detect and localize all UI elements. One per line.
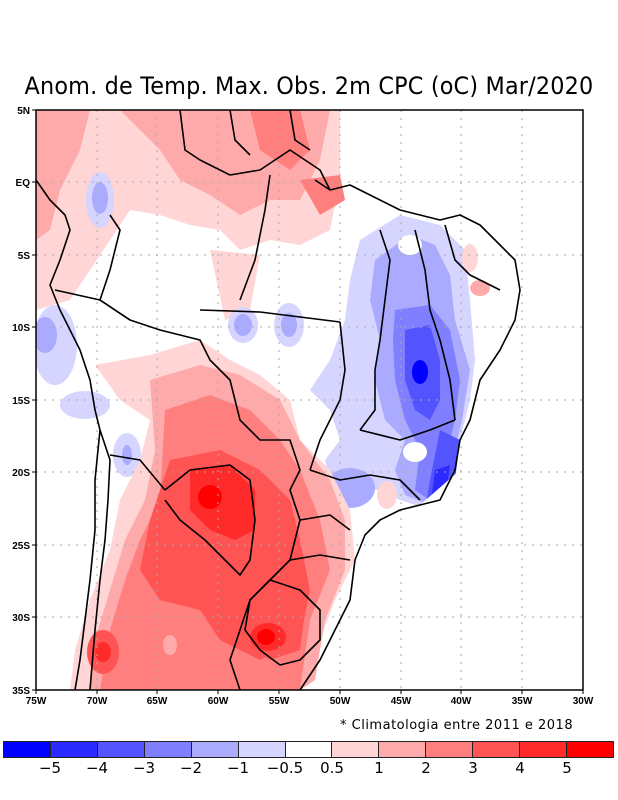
gridlines <box>36 110 583 690</box>
warm-spot-ceara <box>462 244 478 272</box>
lon-label: 30W <box>573 696 594 707</box>
warm-anomaly-south <box>70 340 355 690</box>
colorbar-label: −1 <box>226 759 250 777</box>
lon-label: 35W <box>512 696 533 707</box>
colorbar-label: 5 <box>562 759 572 777</box>
colorbar-label: −2 <box>179 759 203 777</box>
cold-anomaly-northeast-brazil <box>310 215 475 510</box>
axis-ticks <box>32 109 584 694</box>
warm-anomaly-north <box>36 110 345 320</box>
colorbar-label: 1 <box>374 759 384 777</box>
lat-label: 15S <box>12 396 30 407</box>
warm-spot-paraiba <box>470 280 490 296</box>
lon-label: 70W <box>87 696 108 707</box>
colorbar-swatch <box>473 742 521 757</box>
colorbar-label: −3 <box>132 759 156 777</box>
lon-label: 45W <box>391 696 412 707</box>
lon-label: 55W <box>269 696 290 707</box>
colorbar-label: 3 <box>468 759 478 777</box>
lon-label: 60W <box>208 696 229 707</box>
lat-label: 30S <box>12 613 30 624</box>
colorbar-swatch <box>379 742 427 757</box>
climatology-note: * Climatologia entre 2011 e 2018 <box>340 718 574 733</box>
lat-label: 20S <box>12 468 30 479</box>
lat-label: EQ <box>16 178 31 189</box>
colorbar-label: 4 <box>515 759 525 777</box>
anomaly-field <box>36 110 583 690</box>
colorbar-swatch <box>238 742 286 757</box>
lon-label: 65W <box>147 696 168 707</box>
colorbar-swatch <box>191 742 239 757</box>
colorbar-swatch <box>144 742 192 757</box>
colorbar-label: 0.5 <box>320 759 344 777</box>
colorbar-swatch <box>426 742 474 757</box>
lat-label: 10S <box>12 323 30 334</box>
colorbar-swatch <box>4 742 51 757</box>
colorbar <box>3 741 614 758</box>
colorbar-swatch <box>97 742 145 757</box>
colorbar-swatch <box>567 742 613 757</box>
colorbar-swatch <box>520 742 568 757</box>
lon-label: 40W <box>451 696 472 707</box>
colorbar-label: −0.5 <box>266 759 304 777</box>
colorbar-swatch <box>50 742 98 757</box>
colorbar-label: −4 <box>85 759 109 777</box>
lat-label: 35S <box>12 686 30 697</box>
colorbar-swatch <box>332 742 380 757</box>
lat-label: 25S <box>12 541 30 552</box>
colorbar-swatch <box>285 742 333 757</box>
country-borders <box>36 110 521 690</box>
chile-neutral-strip <box>36 420 100 690</box>
lat-label: 5N <box>17 106 30 117</box>
colorbar-label: −5 <box>38 759 62 777</box>
lon-label: 50W <box>330 696 351 707</box>
map-title: Anom. de Temp. Max. Obs. 2m CPC (oC) Mar… <box>24 72 594 100</box>
lat-label: 5S <box>18 251 31 262</box>
lon-label: 75W <box>26 696 47 707</box>
colorbar-label: 2 <box>421 759 431 777</box>
